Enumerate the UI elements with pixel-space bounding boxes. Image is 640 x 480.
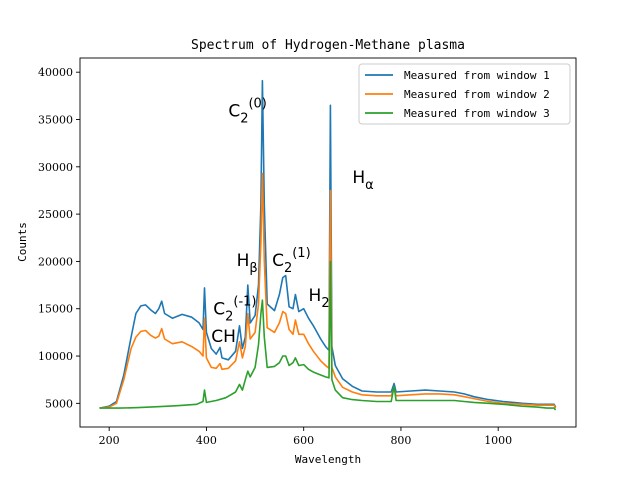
- peak-label: C2(-1): [213, 294, 256, 324]
- legend-label-window-1: Measured from window 1: [404, 69, 550, 82]
- series-layer: [99, 79, 557, 411]
- series-line-window-3: [99, 260, 557, 411]
- y-axis-ticks: 5000 10000 15000 20000 25000 30000 35000 40000: [38, 66, 80, 410]
- peak-label: Hα: [352, 168, 373, 193]
- axes-frame: [79, 57, 577, 428]
- x-axis-ticks: 200 400 600 800 1000: [99, 427, 512, 447]
- legend: Measured from window 1 Measured from wind…: [358, 63, 571, 125]
- legend-box: [358, 63, 571, 125]
- y-tick-label: 40000: [38, 66, 73, 79]
- x-tick-label: 400: [196, 434, 217, 447]
- x-tick-label: 1000: [484, 434, 512, 447]
- peak-label: C2(0): [228, 97, 267, 127]
- y-axis-label: Counts: [16, 222, 29, 262]
- x-tick-label: 200: [99, 434, 120, 447]
- y-tick-label: 30000: [38, 161, 73, 174]
- peak-label: CH: [211, 327, 236, 347]
- series-line-window-1: [99, 79, 557, 409]
- y-tick-label: 20000: [38, 255, 73, 268]
- y-tick-label: 5000: [45, 397, 73, 410]
- peak-label: Hβ: [237, 251, 258, 276]
- y-tick-label: 15000: [38, 303, 73, 316]
- peak-label: C2(1): [272, 246, 311, 276]
- y-tick-label: 35000: [38, 114, 73, 127]
- legend-label-window-3: Measured from window 3: [404, 107, 550, 120]
- series-line-window-2: [99, 172, 557, 409]
- plot-area: C2(0) Hα Hβ C2(1) C2(-1) CH H2 200 400 600 800 100…: [38, 57, 577, 447]
- chart-title: Spectrum of Hydrogen-Methane plasma: [191, 38, 465, 53]
- x-tick-label: 600: [293, 434, 314, 447]
- x-axis-label: Wavelength: [295, 453, 361, 466]
- legend-label-window-2: Measured from window 2: [404, 88, 550, 101]
- peak-label: H2: [309, 286, 330, 311]
- peak-annotations: C2(0) Hα Hβ C2(1) C2(-1) CH H2: [211, 97, 373, 347]
- y-tick-label: 25000: [38, 208, 73, 221]
- x-tick-label: 800: [390, 434, 411, 447]
- y-tick-label: 10000: [38, 350, 73, 363]
